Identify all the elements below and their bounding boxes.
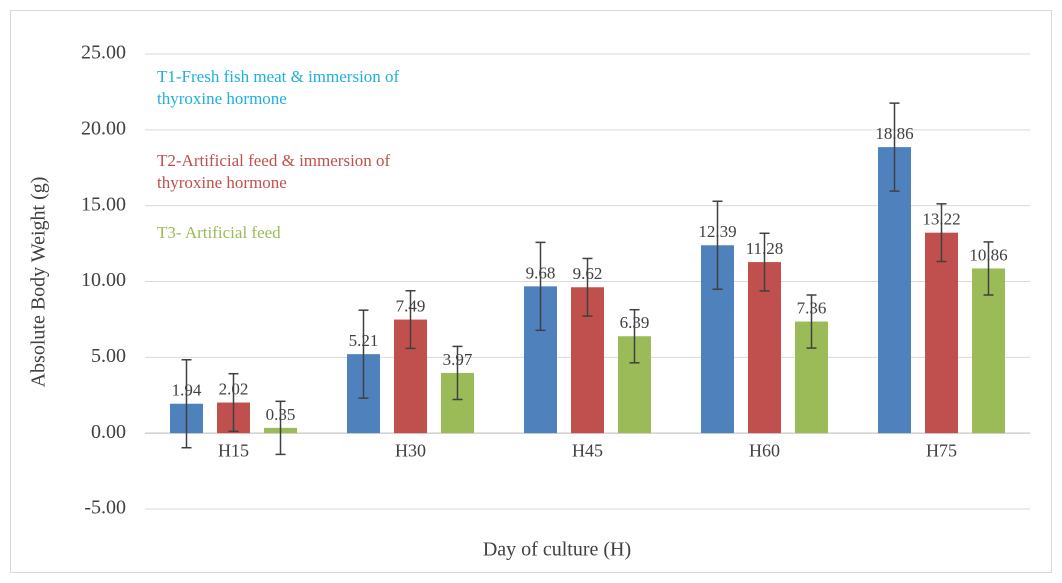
y-tick-label: 0.00: [91, 421, 126, 443]
data-label: 10.86: [969, 245, 1007, 264]
data-label: 5.21: [349, 331, 379, 350]
x-tick-label: H45: [572, 440, 603, 460]
data-label: 7.36: [797, 298, 827, 317]
x-tick-label: H75: [926, 440, 957, 460]
error-bar: [181, 359, 192, 449]
bar: [972, 268, 1005, 434]
legend-entry: T1-Fresh fish meat & immersion of thyrox…: [157, 67, 400, 108]
legend-entry: T2-Artificial feed & immersion of thyrox…: [157, 151, 391, 192]
y-tick-label: 25.00: [81, 42, 126, 64]
data-label: 18.86: [875, 124, 913, 143]
y-tick-label: -5.00: [84, 497, 126, 519]
y-tick-label: 15.00: [81, 193, 126, 215]
data-label: 2.02: [219, 379, 249, 398]
data-label: 0.35: [266, 405, 296, 424]
error-bar: [358, 309, 369, 399]
x-tick-label: H60: [749, 440, 780, 460]
y-tick-label: 10.00: [81, 269, 126, 291]
data-label: 13.22: [922, 210, 960, 229]
error-bar: [806, 294, 817, 349]
error-bar: [228, 372, 239, 433]
data-label: 9.62: [573, 264, 603, 283]
error-bar: [275, 400, 286, 456]
data-label: 12.39: [698, 222, 736, 241]
error-bar: [936, 203, 947, 263]
x-axis-title: Day of culture (H): [483, 539, 631, 561]
error-bar: [452, 345, 463, 401]
x-tick-label: H15: [218, 440, 249, 460]
data-label: 11.28: [746, 239, 784, 258]
error-bar: [712, 200, 723, 290]
x-tick-label: H30: [395, 440, 426, 460]
y-tick-label: 20.00: [81, 117, 126, 139]
error-bar: [405, 290, 416, 350]
data-label: 9.68: [526, 263, 556, 282]
data-label: 7.49: [396, 296, 426, 315]
data-label: 1.94: [172, 381, 202, 400]
y-tick-label: 5.00: [91, 345, 126, 367]
bar: [925, 232, 958, 434]
bar: [878, 147, 911, 434]
error-bar: [535, 241, 546, 332]
error-bar: [983, 241, 994, 296]
error-bar: [759, 232, 770, 292]
error-bar: [582, 257, 593, 317]
legend-entry: T3- Artificial feed: [157, 223, 281, 242]
data-label: 3.97: [443, 350, 473, 369]
error-bar: [629, 308, 640, 364]
y-axis-title: Absolute Body Weight (g): [28, 177, 50, 388]
error-bar: [889, 102, 900, 192]
data-label: 6.39: [620, 313, 650, 332]
